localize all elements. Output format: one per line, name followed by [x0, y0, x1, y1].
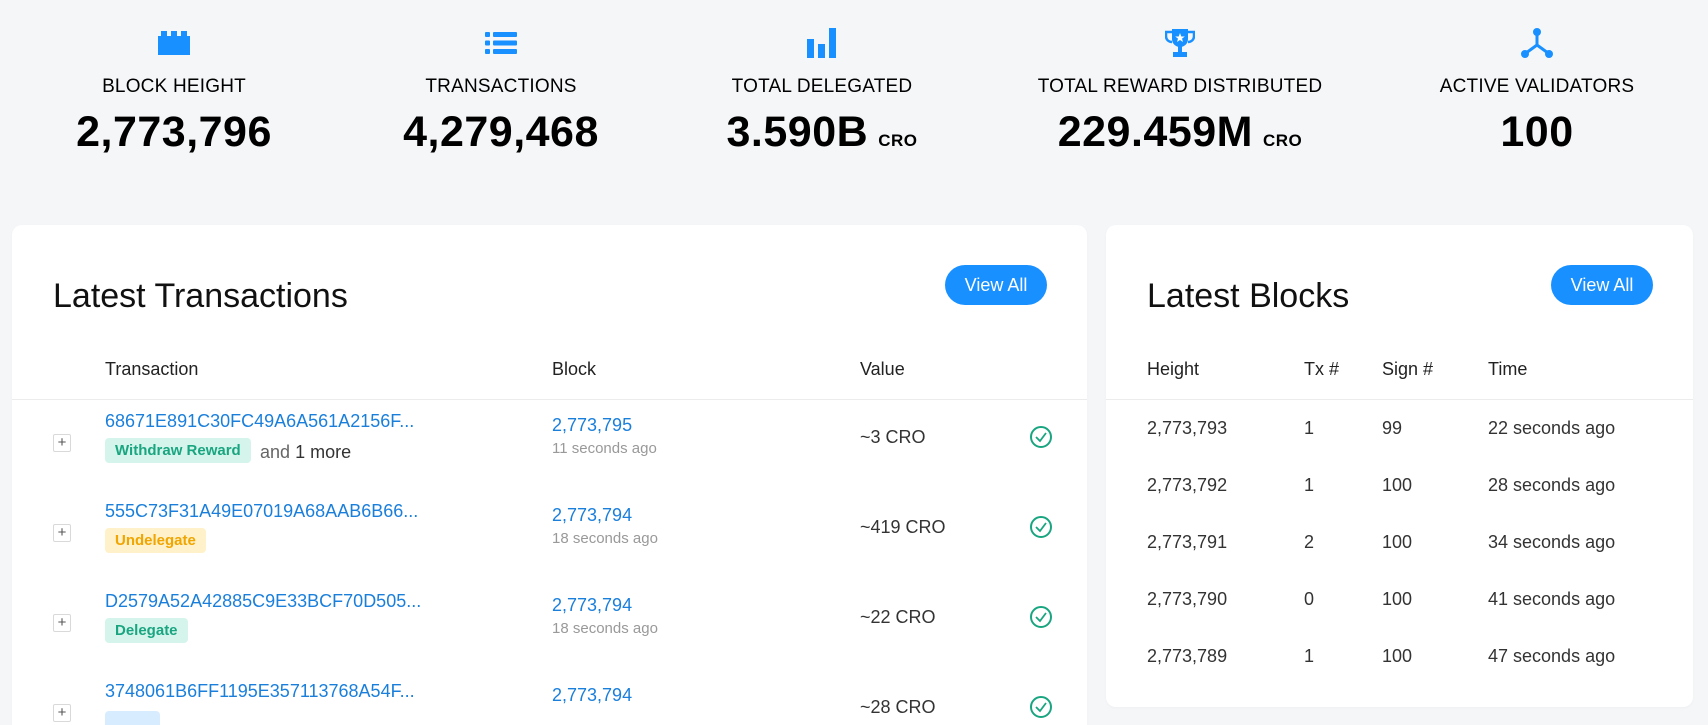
transaction-hash-link[interactable]: 68671E891C30FC49A6A561A2156F...	[105, 411, 415, 431]
stat-total-reward: TOTAL REWARD DISTRIBUTED 229.459M CRO	[1010, 26, 1350, 157]
block-time: 22 seconds ago	[1488, 418, 1616, 438]
transaction-hash-link[interactable]: D2579A52A42885C9E33BCF70D505...	[105, 591, 422, 611]
block-time: 34 seconds ago	[1488, 532, 1616, 552]
stat-label: TOTAL REWARD DISTRIBUTED	[1037, 76, 1323, 97]
block-link[interactable]: 2,773,794	[552, 595, 633, 615]
transaction-hash-link[interactable]: 555C73F31A49E07019A68AAB6B66...	[105, 501, 419, 521]
table-row: 2,773,789 1 100 47 seconds ago	[1106, 629, 1693, 686]
block-time: 47 seconds ago	[1488, 646, 1616, 666]
stat-label: TRANSACTIONS	[425, 76, 577, 97]
table-row: 2,773,791 2 100 34 seconds ago	[1106, 515, 1693, 572]
stat-label: BLOCK HEIGHT	[102, 76, 246, 97]
transaction-value: ~3 CRO	[860, 427, 926, 447]
block-height-link[interactable]: 2,773,791	[1147, 532, 1228, 552]
column-header: Block	[552, 359, 597, 379]
table-row: + 3748061B6FF1195E357113768A54F... 2,773…	[12, 671, 1087, 725]
card-title: Latest Transactions	[53, 277, 348, 315]
expand-row-button[interactable]: +	[53, 704, 71, 722]
transaction-value: ~28 CRO	[860, 697, 936, 717]
tx-count: 0	[1304, 589, 1315, 609]
stat-value: 229.459M CRO	[1057, 108, 1303, 156]
trophy-icon	[1010, 26, 1350, 60]
latest-transactions-card: Latest Transactions View All Transaction…	[12, 225, 1087, 725]
table-row: + 555C73F31A49E07019A68AAB6B66... Undele…	[12, 491, 1087, 581]
nodes-icon	[1367, 26, 1707, 60]
list-icon	[331, 26, 671, 60]
table-row: 2,773,790 0 100 41 seconds ago	[1106, 572, 1693, 629]
tx-count: 1	[1304, 475, 1315, 495]
column-header: Value	[860, 359, 905, 379]
stat-value: 4,279,468	[403, 108, 599, 156]
tx-count: 2	[1304, 532, 1315, 552]
block-link[interactable]: 2,773,794	[552, 685, 633, 705]
block-link[interactable]: 2,773,795	[552, 415, 633, 435]
block-height-link[interactable]: 2,773,792	[1147, 475, 1228, 495]
table-row: + 68671E891C30FC49A6A561A2156F... Withdr…	[12, 401, 1087, 491]
transaction-hash-link[interactable]: 3748061B6FF1195E357113768A54F...	[105, 681, 415, 701]
success-check-icon	[1030, 426, 1052, 448]
stat-active-validators: ACTIVE VALIDATORS 100	[1367, 26, 1707, 157]
expand-row-button[interactable]: +	[53, 614, 71, 632]
sign-count: 100	[1382, 589, 1413, 609]
transaction-type-tag	[105, 711, 160, 725]
card-title: Latest Blocks	[1147, 277, 1350, 315]
block-time: 11 seconds ago	[552, 440, 657, 457]
column-header: Height	[1147, 359, 1200, 379]
block-height-link[interactable]: 2,773,789	[1147, 646, 1228, 666]
table-row: 2,773,792 1 100 28 seconds ago	[1106, 458, 1693, 515]
block-time: 18 seconds ago	[552, 620, 658, 637]
transaction-value: ~419 CRO	[860, 517, 946, 537]
block-height-link[interactable]: 2,773,793	[1147, 418, 1228, 438]
block-height-link[interactable]: 2,773,790	[1147, 589, 1228, 609]
stat-total-delegated: TOTAL DELEGATED 3.590B CRO	[652, 26, 992, 157]
stat-label: TOTAL DELEGATED	[731, 76, 913, 97]
column-header: Time	[1488, 359, 1528, 379]
sign-count: 100	[1382, 646, 1413, 666]
transaction-type-tag: Delegate	[105, 618, 188, 643]
view-all-transactions-button[interactable]: View All	[945, 265, 1047, 305]
block-time: 41 seconds ago	[1488, 589, 1616, 609]
stat-block-height: BLOCK HEIGHT 2,773,796	[4, 26, 344, 157]
stat-transactions: TRANSACTIONS 4,279,468	[331, 26, 671, 157]
success-check-icon	[1030, 696, 1052, 718]
transaction-type-tag: Undelegate	[105, 528, 206, 553]
stat-value: 100	[1500, 108, 1574, 156]
column-header: Transaction	[105, 359, 199, 379]
success-check-icon	[1030, 516, 1052, 538]
blocks-icon	[4, 26, 344, 60]
stats-bar: BLOCK HEIGHT 2,773,796 TRANSACTIONS 4,27…	[0, 0, 1708, 215]
stat-value: 2,773,796	[76, 108, 272, 156]
block-time: 28 seconds ago	[1488, 475, 1616, 495]
sign-count: 99	[1382, 418, 1403, 438]
transaction-value: ~22 CRO	[860, 607, 936, 627]
stat-value: 3.590B CRO	[726, 108, 918, 156]
column-header: Tx #	[1304, 359, 1340, 379]
transaction-type-tag: Withdraw Reward	[105, 438, 251, 463]
table-row: + D2579A52A42885C9E33BCF70D505... Delega…	[12, 581, 1087, 671]
bar-chart-icon	[652, 26, 992, 60]
sign-count: 100	[1382, 532, 1413, 552]
expand-row-button[interactable]: +	[53, 434, 71, 452]
view-all-blocks-button[interactable]: View All	[1551, 265, 1653, 305]
tx-count: 1	[1304, 646, 1315, 666]
block-link[interactable]: 2,773,794	[552, 505, 633, 525]
sign-count: 100	[1382, 475, 1413, 495]
column-header: Sign #	[1382, 359, 1434, 379]
block-time: 18 seconds ago	[552, 530, 658, 547]
more-messages-text: and 1 more	[260, 442, 352, 462]
expand-row-button[interactable]: +	[53, 524, 71, 542]
table-header: Transaction Block Value	[12, 345, 1087, 400]
stat-label: ACTIVE VALIDATORS	[1439, 76, 1635, 97]
tx-count: 1	[1304, 418, 1315, 438]
latest-blocks-card: Latest Blocks View All Height Tx # Sign …	[1106, 225, 1693, 707]
success-check-icon	[1030, 606, 1052, 628]
table-row: 2,773,793 1 99 22 seconds ago	[1106, 401, 1693, 458]
table-header: Height Tx # Sign # Time	[1106, 345, 1693, 400]
